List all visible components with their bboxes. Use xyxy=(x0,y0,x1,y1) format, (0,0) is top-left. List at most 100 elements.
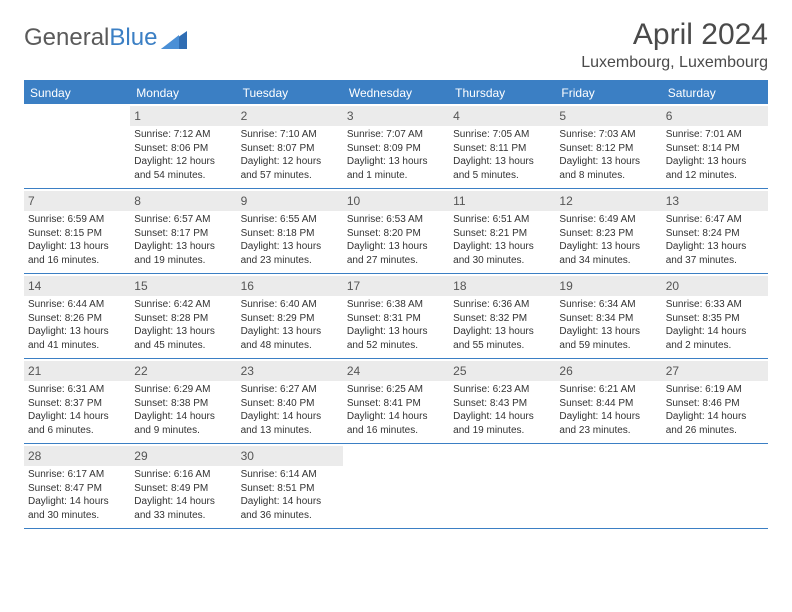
dayname: Tuesday xyxy=(237,82,343,104)
day-info: Sunrise: 6:44 AMSunset: 8:26 PMDaylight:… xyxy=(28,298,126,352)
day-cell: 16Sunrise: 6:40 AMSunset: 8:29 PMDayligh… xyxy=(237,274,343,358)
day-number: 12 xyxy=(559,194,572,208)
day-info: Sunrise: 6:27 AMSunset: 8:40 PMDaylight:… xyxy=(241,383,339,437)
sunset-text: Sunset: 8:44 PM xyxy=(559,397,657,411)
sunrise-text: Sunrise: 6:49 AM xyxy=(559,213,657,227)
day-cell: 8Sunrise: 6:57 AMSunset: 8:17 PMDaylight… xyxy=(130,189,236,273)
calendar: SundayMondayTuesdayWednesdayThursdayFrid… xyxy=(24,80,768,529)
daylight-text-2: and 12 minutes. xyxy=(666,169,764,183)
day-cell: 10Sunrise: 6:53 AMSunset: 8:20 PMDayligh… xyxy=(343,189,449,273)
daylight-text: Daylight: 13 hours xyxy=(241,240,339,254)
sunset-text: Sunset: 8:41 PM xyxy=(347,397,445,411)
daylight-text: Daylight: 14 hours xyxy=(241,495,339,509)
sunset-text: Sunset: 8:15 PM xyxy=(28,227,126,241)
sunrise-text: Sunrise: 7:05 AM xyxy=(453,128,551,142)
brand-name: GeneralBlue xyxy=(24,24,157,52)
sunset-text: Sunset: 8:26 PM xyxy=(28,312,126,326)
brand-triangle-icon xyxy=(161,27,187,49)
sunset-text: Sunset: 8:38 PM xyxy=(134,397,232,411)
day-info: Sunrise: 6:31 AMSunset: 8:37 PMDaylight:… xyxy=(28,383,126,437)
sunset-text: Sunset: 8:23 PM xyxy=(559,227,657,241)
sunrise-text: Sunrise: 6:17 AM xyxy=(28,468,126,482)
daylight-text-2: and 8 minutes. xyxy=(559,169,657,183)
day-number: 16 xyxy=(241,279,254,293)
sunrise-text: Sunrise: 6:55 AM xyxy=(241,213,339,227)
day-number: 26 xyxy=(559,364,572,378)
daylight-text-2: and 16 minutes. xyxy=(347,424,445,438)
day-cell: 5Sunrise: 7:03 AMSunset: 8:12 PMDaylight… xyxy=(555,104,661,188)
sunrise-text: Sunrise: 7:10 AM xyxy=(241,128,339,142)
day-cell: 29 Sunrise: 6:16 AMSunset: 8:49 PMDayligh… xyxy=(130,444,236,528)
month-title: April 2024 xyxy=(581,18,768,52)
brand-name-left: General xyxy=(24,24,109,51)
day-number-row: 10 xyxy=(343,191,449,211)
day-number: 7 xyxy=(28,194,35,208)
week-row: 14Sunrise: 6:44 AMSunset: 8:26 PMDayligh… xyxy=(24,274,768,359)
daylight-text: Daylight: 13 hours xyxy=(453,155,551,169)
day-number-row: 21 xyxy=(24,361,130,381)
day-number-row: 14 xyxy=(24,276,130,296)
sunset-text: Sunset: 8:34 PM xyxy=(559,312,657,326)
day-info: Sunrise: 6:29 AMSunset: 8:38 PMDaylight:… xyxy=(134,383,232,437)
day-number: 21 xyxy=(28,364,41,378)
brand-name-right: Blue xyxy=(109,24,157,51)
sunrise-text: Sunrise: 6:51 AM xyxy=(453,213,551,227)
day-info: Sunrise: 6:38 AMSunset: 8:31 PMDaylight:… xyxy=(347,298,445,352)
day-number-row: 20 xyxy=(662,276,768,296)
day-cell: 2Sunrise: 7:10 AMSunset: 8:07 PMDaylight… xyxy=(237,104,343,188)
daylight-text: Daylight: 14 hours xyxy=(28,410,126,424)
day-number: 13 xyxy=(666,194,679,208)
day-cell: 13Sunrise: 6:47 AMSunset: 8:24 PMDayligh… xyxy=(662,189,768,273)
daylight-text: Daylight: 14 hours xyxy=(453,410,551,424)
day-info: Sunrise: 6:51 AMSunset: 8:21 PMDaylight:… xyxy=(453,213,551,267)
day-number: 29 xyxy=(134,449,147,463)
day-number: 25 xyxy=(453,364,466,378)
day-cell: 23Sunrise: 6:27 AMSunset: 8:40 PMDayligh… xyxy=(237,359,343,443)
sunset-text: Sunset: 8:28 PM xyxy=(134,312,232,326)
daylight-text: Daylight: 13 hours xyxy=(453,325,551,339)
daylight-text: Daylight: 13 hours xyxy=(559,155,657,169)
daylight-text: Daylight: 13 hours xyxy=(241,325,339,339)
day-number-row: 4 xyxy=(449,106,555,126)
daylight-text: Daylight: 13 hours xyxy=(28,325,126,339)
day-info: Sunrise: 6:16 AMSunset: 8:49 PMDaylight:… xyxy=(134,468,232,522)
day-cell: 30Sunrise: 6:14 AMSunset: 8:51 PMDayligh… xyxy=(237,444,343,528)
sunset-text: Sunset: 8:40 PM xyxy=(241,397,339,411)
daylight-text: Daylight: 14 hours xyxy=(559,410,657,424)
daylight-text: Daylight: 14 hours xyxy=(241,410,339,424)
day-number-row: 15 xyxy=(130,276,236,296)
day-cell: 14Sunrise: 6:44 AMSunset: 8:26 PMDayligh… xyxy=(24,274,130,358)
daylight-text: Daylight: 13 hours xyxy=(134,240,232,254)
sunrise-text: Sunrise: 6:25 AM xyxy=(347,383,445,397)
day-info: Sunrise: 6:33 AMSunset: 8:35 PMDaylight:… xyxy=(666,298,764,352)
daylight-text-2: and 59 minutes. xyxy=(559,339,657,353)
day-info: Sunrise: 6:49 AMSunset: 8:23 PMDaylight:… xyxy=(559,213,657,267)
week-row: 21 Sunrise: 6:31 AMSunset: 8:37 PMDayligh… xyxy=(24,359,768,444)
dayname: Monday xyxy=(130,82,236,104)
day-number-row: 22 xyxy=(130,361,236,381)
daylight-text-2: and 26 minutes. xyxy=(666,424,764,438)
sunset-text: Sunset: 8:35 PM xyxy=(666,312,764,326)
day-number: 17 xyxy=(347,279,360,293)
day-info: Sunrise: 6:42 AMSunset: 8:28 PMDaylight:… xyxy=(134,298,232,352)
day-info: Sunrise: 6:25 AMSunset: 8:41 PMDaylight:… xyxy=(347,383,445,437)
weeks-container: 1Sunrise: 7:12 AMSunset: 8:06 PMDaylight… xyxy=(24,104,768,529)
day-number: 3 xyxy=(347,109,354,123)
daylight-text-2: and 48 minutes. xyxy=(241,339,339,353)
day-info: Sunrise: 6:14 AMSunset: 8:51 PMDaylight:… xyxy=(241,468,339,522)
daylight-text-2: and 13 minutes. xyxy=(241,424,339,438)
sunrise-text: Sunrise: 6:38 AM xyxy=(347,298,445,312)
day-number-row: 13 xyxy=(662,191,768,211)
sunrise-text: Sunrise: 6:33 AM xyxy=(666,298,764,312)
sunset-text: Sunset: 8:17 PM xyxy=(134,227,232,241)
day-number-row: 17 xyxy=(343,276,449,296)
sunset-text: Sunset: 8:49 PM xyxy=(134,482,232,496)
sunset-text: Sunset: 8:46 PM xyxy=(666,397,764,411)
day-number-row: 3 xyxy=(343,106,449,126)
day-cell xyxy=(24,104,130,188)
daylight-text-2: and 27 minutes. xyxy=(347,254,445,268)
day-number-row: 7 xyxy=(24,191,130,211)
sunrise-text: Sunrise: 6:23 AM xyxy=(453,383,551,397)
day-info: Sunrise: 6:21 AMSunset: 8:44 PMDaylight:… xyxy=(559,383,657,437)
day-number-row: 18 xyxy=(449,276,555,296)
